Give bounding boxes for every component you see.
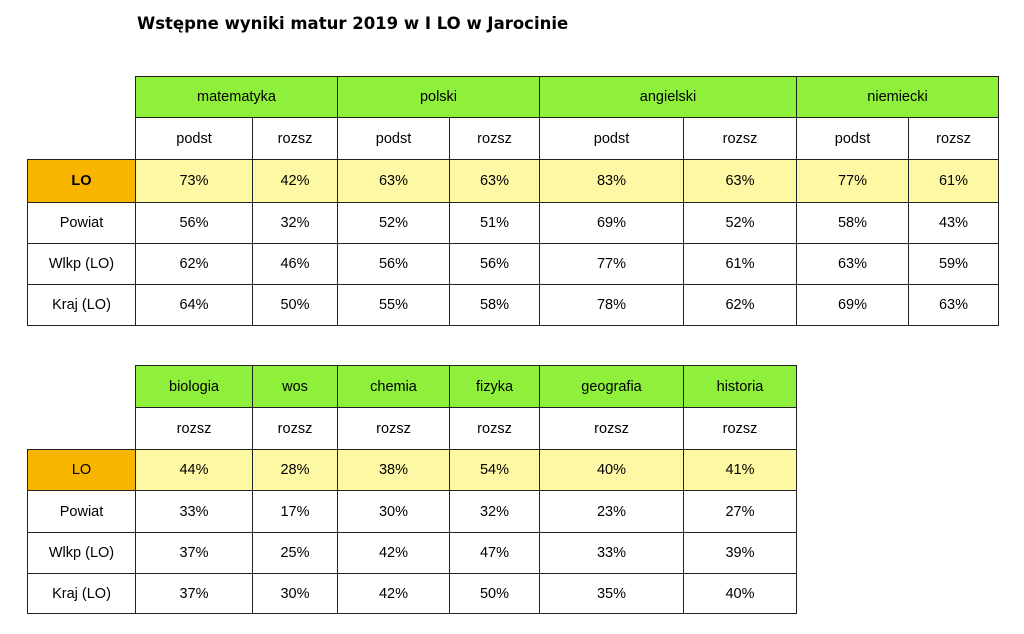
level-header: rozsz bbox=[539, 407, 684, 450]
row-label-kraj: Kraj (LO) bbox=[27, 573, 136, 614]
level-header: rozsz bbox=[683, 407, 797, 450]
table-cell: 69% bbox=[796, 284, 909, 326]
subject-header: wos bbox=[252, 365, 338, 408]
subject-header: niemiecki bbox=[796, 76, 999, 118]
level-header: rozsz bbox=[252, 407, 338, 450]
level-header: rozsz bbox=[449, 117, 540, 160]
table-cell: 63% bbox=[908, 284, 999, 326]
table-cell: 27% bbox=[683, 490, 797, 533]
table-cell: 33% bbox=[135, 490, 253, 533]
table-cell: 78% bbox=[539, 284, 684, 326]
level-header: podst bbox=[135, 117, 253, 160]
table-cell: 30% bbox=[252, 573, 338, 614]
subject-header: geografia bbox=[539, 365, 684, 408]
table-cell: 38% bbox=[337, 449, 450, 491]
row-label-wlkp: Wlkp (LO) bbox=[27, 243, 136, 285]
level-header: rozsz bbox=[683, 117, 797, 160]
table-cell: 43% bbox=[908, 202, 999, 244]
table-cell: 42% bbox=[337, 532, 450, 574]
table-cell: 37% bbox=[135, 532, 253, 574]
table-cell: 50% bbox=[449, 573, 540, 614]
table-cell: 64% bbox=[135, 284, 253, 326]
table-cell: 56% bbox=[337, 243, 450, 285]
table-cell: 58% bbox=[796, 202, 909, 244]
row-label-lo: LO bbox=[27, 159, 136, 203]
table-cell: 63% bbox=[449, 159, 540, 203]
table-cell: 62% bbox=[135, 243, 253, 285]
subject-header: biologia bbox=[135, 365, 253, 408]
row-label-kraj: Kraj (LO) bbox=[27, 284, 136, 326]
table-cell: 59% bbox=[908, 243, 999, 285]
level-header: rozsz bbox=[908, 117, 999, 160]
table-cell: 44% bbox=[135, 449, 253, 491]
subject-header: historia bbox=[683, 365, 797, 408]
table-cell: 56% bbox=[449, 243, 540, 285]
row-label-wlkp: Wlkp (LO) bbox=[27, 532, 136, 574]
table-cell: 40% bbox=[683, 573, 797, 614]
level-header: rozsz bbox=[449, 407, 540, 450]
subject-header: chemia bbox=[337, 365, 450, 408]
table-cell: 37% bbox=[135, 573, 253, 614]
table-cell: 23% bbox=[539, 490, 684, 533]
table-cell: 52% bbox=[683, 202, 797, 244]
table-cell: 25% bbox=[252, 532, 338, 574]
table-cell: 39% bbox=[683, 532, 797, 574]
table-cell: 62% bbox=[683, 284, 797, 326]
level-header: rozsz bbox=[135, 407, 253, 450]
level-header: podst bbox=[337, 117, 450, 160]
page-title: Wstępne wyniki matur 2019 w I LO w Jaroc… bbox=[137, 14, 569, 33]
table-cell: 28% bbox=[252, 449, 338, 491]
table-cell: 40% bbox=[539, 449, 684, 491]
level-header: rozsz bbox=[252, 117, 338, 160]
table-cell: 51% bbox=[449, 202, 540, 244]
table-cell: 47% bbox=[449, 532, 540, 574]
table-cell: 35% bbox=[539, 573, 684, 614]
table-cell: 58% bbox=[449, 284, 540, 326]
level-header: rozsz bbox=[337, 407, 450, 450]
table-cell: 61% bbox=[908, 159, 999, 203]
subject-header: fizyka bbox=[449, 365, 540, 408]
table-cell: 55% bbox=[337, 284, 450, 326]
row-label-lo: LO bbox=[27, 449, 136, 491]
table-cell: 83% bbox=[539, 159, 684, 203]
table-cell: 42% bbox=[252, 159, 338, 203]
table-cell: 30% bbox=[337, 490, 450, 533]
table-cell: 17% bbox=[252, 490, 338, 533]
row-label-powiat: Powiat bbox=[27, 490, 136, 533]
table-cell: 61% bbox=[683, 243, 797, 285]
table-cell: 42% bbox=[337, 573, 450, 614]
table-cell: 32% bbox=[449, 490, 540, 533]
table-cell: 33% bbox=[539, 532, 684, 574]
table-cell: 41% bbox=[683, 449, 797, 491]
table-cell: 54% bbox=[449, 449, 540, 491]
